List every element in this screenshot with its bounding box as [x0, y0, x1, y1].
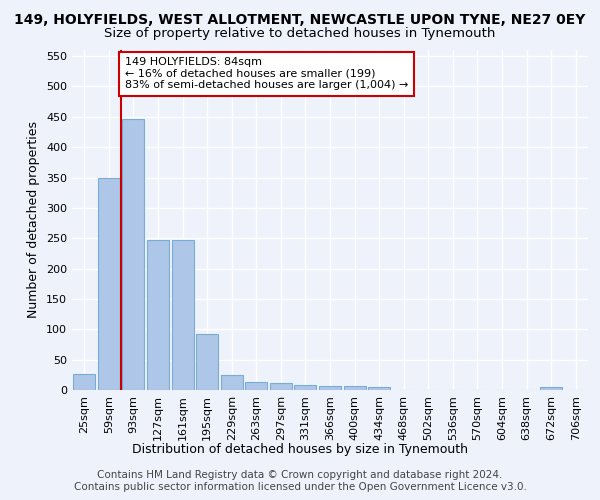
Bar [319, 386, 341, 390]
Bar [344, 386, 365, 390]
Text: Contains public sector information licensed under the Open Government Licence v3: Contains public sector information licen… [74, 482, 526, 492]
Y-axis label: Number of detached properties: Number of detached properties [28, 122, 40, 318]
Bar [172, 240, 194, 390]
Bar [270, 382, 292, 390]
Bar [245, 382, 268, 390]
Text: Contains HM Land Registry data © Crown copyright and database right 2024.: Contains HM Land Registry data © Crown c… [97, 470, 503, 480]
Bar [540, 387, 562, 390]
Bar [221, 375, 243, 390]
Bar [368, 387, 390, 390]
Bar [295, 385, 316, 390]
Text: Distribution of detached houses by size in Tynemouth: Distribution of detached houses by size … [132, 442, 468, 456]
Bar [122, 118, 145, 390]
Bar [73, 374, 95, 390]
Bar [98, 178, 120, 390]
Text: 149 HOLYFIELDS: 84sqm
← 16% of detached houses are smaller (199)
83% of semi-det: 149 HOLYFIELDS: 84sqm ← 16% of detached … [125, 58, 408, 90]
Text: Size of property relative to detached houses in Tynemouth: Size of property relative to detached ho… [104, 28, 496, 40]
Bar [196, 334, 218, 390]
Bar [147, 240, 169, 390]
Text: 149, HOLYFIELDS, WEST ALLOTMENT, NEWCASTLE UPON TYNE, NE27 0EY: 149, HOLYFIELDS, WEST ALLOTMENT, NEWCAST… [14, 12, 586, 26]
